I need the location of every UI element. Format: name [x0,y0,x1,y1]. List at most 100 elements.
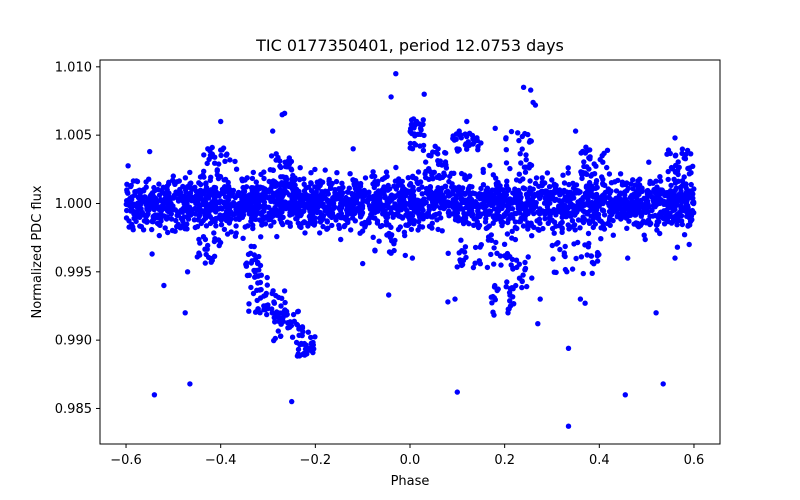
data-point [346,185,352,191]
data-point [485,191,491,198]
data-point [600,208,607,214]
data-point [463,176,469,182]
data-point [664,151,670,157]
data-point [688,181,694,188]
data-point [433,191,439,197]
data-point [516,261,522,267]
data-point [644,188,650,194]
data-point [278,219,285,226]
data-point [477,196,483,202]
data-point [688,213,694,219]
data-point [549,209,555,216]
data-point [681,232,688,238]
data-point [469,199,475,205]
data-point [625,213,632,219]
data-point [672,187,678,194]
data-point [514,225,520,232]
data-point [458,195,465,201]
data-point [484,224,491,231]
data-point [143,179,149,185]
data-point [438,215,444,221]
x-tick-label: 0.2 [494,453,515,468]
data-point [536,216,543,222]
data-point [685,204,691,211]
data-point [187,169,193,176]
data-point [282,159,288,165]
data-point [343,216,349,223]
data-point [630,204,636,210]
data-point [683,209,690,215]
data-point [596,251,602,258]
data-point [577,296,584,302]
data-point [491,261,497,267]
data-point [674,168,681,174]
data-point [212,160,218,166]
x-tick-label: 0.6 [684,453,705,468]
data-point [393,186,399,192]
data-point [410,174,416,181]
y-tick-label: 1.010 [55,60,92,75]
data-point [250,169,256,176]
data-point [311,346,317,352]
data-point [278,303,284,309]
data-point [376,200,383,206]
data-point [549,242,555,249]
data-point [145,199,152,205]
data-point [519,146,525,152]
data-point [642,206,648,212]
data-point [379,222,385,229]
data-point [384,232,390,238]
data-point [130,227,136,233]
data-point [674,222,680,228]
data-point [690,163,696,169]
data-point [593,163,599,169]
data-point [588,213,594,219]
data-point [633,220,639,226]
data-point [408,226,415,233]
data-point [432,203,438,210]
data-point [211,253,218,259]
data-point [617,190,624,196]
data-point [325,225,331,231]
data-point [474,200,480,207]
data-point [506,206,513,212]
data-point [127,195,133,202]
data-point [675,159,681,165]
data-point [522,169,529,175]
data-point [537,296,543,302]
data-point [272,319,278,325]
data-point [271,337,277,344]
data-point [589,270,595,276]
data-point [486,211,492,217]
data-point [267,194,273,200]
data-point [407,128,413,135]
data-point [612,179,618,185]
data-point [228,229,234,235]
data-point [507,254,513,260]
data-point [360,197,366,203]
data-point [488,237,495,243]
data-point [293,210,300,217]
x-axis-ticks: −0.6 −0.4 −0.2 0.0 0.2 0.4 0.6 [110,444,704,468]
data-point [591,261,597,267]
x-axis-label: Phase [391,474,430,489]
data-point [327,185,334,192]
data-point [211,184,217,191]
data-point [396,197,403,204]
data-point [411,131,418,137]
y-axis-label: Normalized PDC flux [30,185,45,318]
data-point [202,215,209,221]
data-point [296,176,303,183]
data-point [182,194,188,201]
data-point [431,169,437,175]
data-point [271,210,277,217]
data-point [461,210,467,217]
data-point [507,292,513,298]
data-point [248,215,255,221]
data-point [371,184,377,191]
data-point [205,242,211,249]
data-point [220,145,227,151]
data-point [562,243,568,250]
data-point [656,200,662,206]
data-point [275,328,281,334]
